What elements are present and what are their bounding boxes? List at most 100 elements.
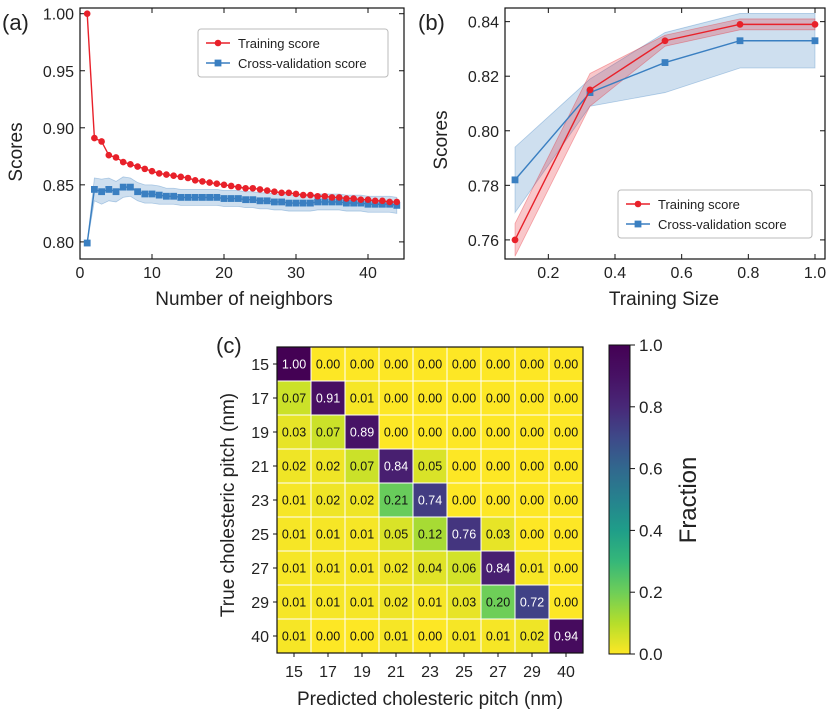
data-point-training xyxy=(184,174,192,182)
heatmap-cell xyxy=(412,380,448,416)
heatmap-cell xyxy=(344,584,380,620)
cell-value: 0.01 xyxy=(486,630,510,644)
y-tick-label: 0.85 xyxy=(43,178,74,195)
cell-value: 0.02 xyxy=(316,494,340,508)
data-point-training xyxy=(227,182,235,190)
data-point-training xyxy=(155,170,163,177)
data-point-crossval xyxy=(364,200,372,208)
colorbar-tick-label: 0.2 xyxy=(639,583,663,602)
colorbar-tick-label: 0.8 xyxy=(639,398,663,417)
colorbar-tick-label: 0.0 xyxy=(639,645,663,664)
panel-label-b: (b) xyxy=(418,10,445,35)
data-point-crossval xyxy=(163,192,170,200)
x-tick-label: 0.6 xyxy=(671,265,693,282)
cell-value: 0.01 xyxy=(350,528,374,542)
cell-value: 0.00 xyxy=(520,494,544,508)
heatmap-cell xyxy=(548,618,584,654)
x-tick-label: 0.2 xyxy=(537,265,559,282)
heatmap-cell xyxy=(378,448,414,484)
cell-value: 0.00 xyxy=(384,426,408,440)
data-point-crossval xyxy=(307,199,314,207)
cell-value: 0.00 xyxy=(452,358,476,372)
cell-value: 0.01 xyxy=(282,528,306,542)
data-point-crossval xyxy=(148,190,156,198)
cell-value: 0.00 xyxy=(418,358,442,372)
heatmap-cell xyxy=(548,584,584,620)
cell-value: 0.01 xyxy=(384,630,408,644)
cell-value: 0.74 xyxy=(418,494,442,508)
cell-value: 0.01 xyxy=(282,596,306,610)
colorbar xyxy=(608,344,631,655)
cell-value: 0.00 xyxy=(554,528,578,542)
cell-value: 0.00 xyxy=(554,460,578,474)
data-point-crossval xyxy=(328,198,336,206)
data-point-training xyxy=(379,197,386,205)
colorbar-label: Fraction xyxy=(675,457,702,544)
cell-value: 0.02 xyxy=(282,460,306,474)
heatmap-cell xyxy=(514,482,550,518)
x-tick-label: 20 xyxy=(215,265,233,282)
x-tick-label: 0.4 xyxy=(604,265,626,282)
data-point-crossval xyxy=(335,198,343,206)
data-point-training xyxy=(177,173,185,181)
heatmap-cell xyxy=(276,584,312,620)
cell-value: 0.00 xyxy=(554,562,578,576)
data-point-training xyxy=(191,176,199,184)
cell-value: 0.01 xyxy=(350,562,374,576)
x-tick-label: 17 xyxy=(319,664,337,681)
heatmap-cell xyxy=(446,482,482,518)
y-tick-label: 21 xyxy=(251,459,269,476)
y-tick-label: 29 xyxy=(251,595,269,612)
y-tick-label: 0.95 xyxy=(43,64,74,81)
cell-value: 0.00 xyxy=(316,630,340,644)
axis-a-xlabel: Number of neighbors xyxy=(155,289,332,310)
data-point-crossval xyxy=(184,193,192,201)
data-point-training xyxy=(278,189,285,197)
data-point-crossval xyxy=(371,200,379,208)
legend-label: Cross-validation score xyxy=(658,217,787,232)
legend-label: Cross-validation score xyxy=(238,56,367,71)
cell-value: 0.12 xyxy=(418,528,442,542)
heatmap-cell xyxy=(310,482,346,518)
heatmap-cell xyxy=(412,584,448,620)
cell-value: 0.01 xyxy=(282,494,306,508)
heatmap-cell xyxy=(446,618,482,654)
cell-value: 0.00 xyxy=(554,392,578,406)
data-point-crossval xyxy=(256,197,264,205)
data-point-crossval xyxy=(213,193,221,201)
data-point-crossval xyxy=(350,199,357,207)
data-point-training xyxy=(511,236,519,244)
heatmap-cell xyxy=(378,584,414,620)
legend-label: Training score xyxy=(658,197,740,212)
heatmap-cell xyxy=(480,550,516,586)
heatmap-cell xyxy=(480,448,516,484)
data-point-training xyxy=(285,189,293,197)
y-tick-label: 23 xyxy=(251,493,269,510)
data-point-training xyxy=(335,194,343,201)
cell-value: 0.00 xyxy=(554,426,578,440)
heatmap-cell xyxy=(378,550,414,586)
heatmap-cell xyxy=(548,482,584,518)
y-tick-label: 0.90 xyxy=(43,121,74,138)
cell-value: 0.89 xyxy=(350,426,374,440)
x-tick-label: 1.0 xyxy=(804,265,826,282)
y-tick-label: 17 xyxy=(251,391,269,408)
data-point-crossval xyxy=(343,199,350,207)
cell-value: 0.00 xyxy=(452,494,476,508)
heatmap-cell xyxy=(446,516,482,552)
heatmap-cell xyxy=(446,448,482,484)
data-point-training xyxy=(134,163,141,170)
data-point-training xyxy=(386,198,393,206)
data-point-crossval xyxy=(263,197,271,205)
x-tick-label: 29 xyxy=(523,664,541,681)
data-point-crossval xyxy=(170,192,177,200)
data-point-crossval xyxy=(393,201,401,209)
data-point-training xyxy=(98,138,105,145)
data-point-crossval xyxy=(134,188,141,196)
cell-value: 0.00 xyxy=(554,494,578,508)
cell-value: 0.00 xyxy=(554,596,578,610)
cell-value: 0.00 xyxy=(520,528,544,542)
colorbar-tick-label: 1.0 xyxy=(639,336,663,355)
heatmap-cell xyxy=(310,618,346,654)
cell-value: 0.02 xyxy=(520,630,544,644)
